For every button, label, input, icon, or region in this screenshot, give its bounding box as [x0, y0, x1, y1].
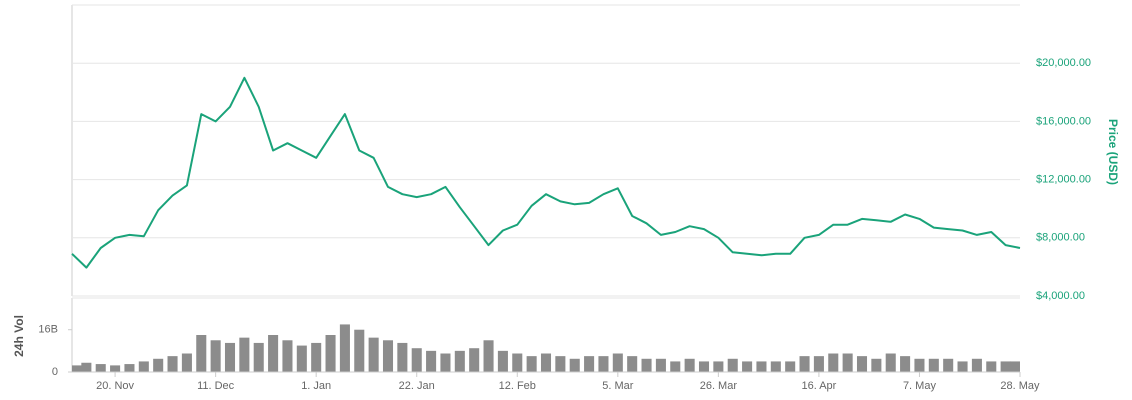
volume-bar: [210, 340, 221, 372]
volume-bar: [627, 356, 638, 372]
volume-bar: [670, 361, 681, 372]
volume-bar: [655, 358, 666, 372]
volume-bar: [957, 361, 968, 372]
volume-bar: [885, 353, 896, 372]
volume-bar: [713, 361, 724, 372]
y-tick-label: $20,000.00: [1036, 57, 1091, 69]
volume-bar: [914, 358, 925, 372]
y-tick-label: $12,000.00: [1036, 174, 1091, 186]
volume-bar: [81, 362, 92, 372]
volume-bar: [110, 365, 121, 372]
volume-bar: [1009, 361, 1020, 372]
volume-bar: [426, 350, 437, 372]
volume-bar: [526, 356, 537, 372]
volume-bar: [138, 361, 149, 372]
volume-bar: [828, 353, 839, 372]
volume-bar: [727, 358, 738, 372]
volume-bar: [153, 358, 164, 372]
price-axis-title: Price (USD): [1106, 119, 1120, 185]
volume-bar: [584, 356, 595, 372]
volume-bar: [785, 361, 796, 372]
volume-bar: [95, 364, 106, 372]
x-tick-label: 1. Jan: [301, 380, 331, 392]
volume-bar: [742, 361, 753, 372]
x-tick-label: 22. Jan: [399, 380, 435, 392]
volume-bar: [224, 342, 236, 372]
volume-bar: [469, 348, 480, 372]
volume-bar: [325, 335, 336, 372]
volume-bar: [684, 358, 695, 372]
volume-bar: [569, 358, 580, 372]
y-tick-label: $4,000.00: [1036, 290, 1085, 302]
x-tick-label: 20. Nov: [96, 380, 134, 392]
x-tick-label: 7. May: [903, 380, 937, 392]
y-tick-label: $8,000.00: [1036, 232, 1085, 244]
price-line: [71, 76, 1021, 269]
volume-bar: [540, 353, 552, 372]
volume-bar: [1000, 361, 1011, 372]
volume-bar: [756, 361, 767, 372]
x-tick-label: 5. Mar: [602, 380, 634, 392]
volume-bar: [799, 356, 810, 372]
volume-bar: [871, 358, 882, 372]
x-tick-label: 11. Dec: [197, 380, 235, 392]
volume-bar: [986, 361, 997, 372]
volume-bar: [354, 329, 365, 372]
volume-bar: [397, 342, 408, 372]
volume-bar: [124, 364, 135, 372]
volume-bar: [698, 361, 710, 372]
volume-bar: [368, 337, 379, 372]
volume-bar: [641, 358, 652, 372]
x-tick-label: 26. Mar: [700, 380, 738, 392]
volume-bar: [497, 350, 508, 372]
volume-bar: [856, 356, 868, 372]
volume-axis-title: 24h Vol: [12, 315, 26, 357]
volume-bar: [971, 358, 982, 372]
volume-bar: [181, 353, 192, 372]
x-tick-label: 28. May: [1000, 380, 1040, 392]
volume-bar: [512, 353, 523, 372]
volume-bar: [411, 348, 422, 372]
volume-bar: [311, 342, 322, 372]
volume-bar: [253, 342, 264, 372]
y-tick-label: 16B: [38, 324, 58, 336]
volume-bar: [196, 335, 207, 372]
volume-bar: [339, 324, 350, 372]
y-tick-label: $16,000.00: [1036, 115, 1091, 127]
volume-bar: [555, 356, 566, 372]
y-tick-label: 0: [52, 366, 58, 378]
volume-bar: [296, 345, 307, 372]
volume-bar: [900, 356, 911, 372]
volume-bar: [813, 356, 824, 372]
volume-bar: [598, 356, 609, 372]
volume-bar: [842, 353, 853, 372]
x-tick-label: 12. Feb: [499, 380, 536, 392]
volume-bar: [167, 356, 178, 372]
volume-bar: [943, 358, 954, 372]
volume-bar: [268, 335, 279, 372]
volume-bar: [282, 340, 293, 372]
volume-bar: [72, 365, 83, 372]
volume-bar: [770, 361, 781, 372]
volume-bar: [440, 353, 451, 372]
x-tick-label: 16. Apr: [801, 380, 836, 392]
volume-bar: [483, 340, 494, 372]
volume-bar: [382, 340, 394, 372]
volume-bar: [612, 353, 623, 372]
volume-bar: [928, 358, 939, 372]
volume-bar: [454, 350, 465, 372]
volume-bar: [239, 337, 250, 372]
